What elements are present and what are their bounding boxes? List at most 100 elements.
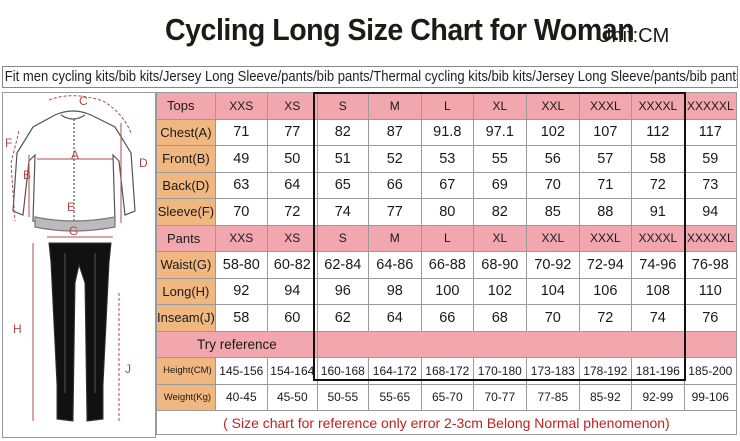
tops-cell: 66 [367,171,422,199]
try_reference-cell: 181-196 [630,357,685,385]
svg-text:J: J [125,362,131,376]
tops-cell: 91 [630,198,685,226]
tops-cell: 67 [420,171,474,199]
tops-row: Front(B) 49 50 51 52 53 55 56 57 58 59 [156,145,737,173]
size-header-xs: XS [266,224,318,252]
title-row: Cycling Long Size Chart for Woman Unit:C… [0,0,740,58]
size-header-xxl: XXL [525,224,580,252]
try_reference-cell: 92-99 [630,383,685,411]
size-header-xxxxl: XXXXL [630,92,685,120]
pants-row-label: Long(H) [156,277,216,305]
tops-header-label: Tops [156,92,216,120]
tops-cell: 107 [578,118,632,146]
tops-row-label: Back(D) [156,171,216,199]
try_reference-cell: 154-164 [266,357,318,385]
try_reference-cell: 160-168 [316,357,369,385]
try_reference-cell: 178-192 [578,357,632,385]
try_reference-cell: 45-50 [266,383,318,411]
pants-cell: 76-98 [683,251,737,279]
pants-cell: 72-94 [578,251,632,279]
fit-description: Fit men cycling kits/bib kits/Jersey Lon… [2,66,738,88]
pants-cell: 102 [472,277,527,305]
tops-cell: 55 [472,145,527,173]
jersey-measure-letters: A B C D E F [5,94,148,214]
size-header-xs: XS [266,92,318,120]
tops-cell: 87 [367,118,422,146]
tops-cell: 82 [316,118,369,146]
try_reference-cell: 50-55 [316,383,369,411]
try-reference-header-row: Try reference [156,330,737,358]
size-header-s: S [316,224,369,252]
tops-cell: 63 [214,171,268,199]
tops-cell: 56 [525,145,580,173]
pants-cell: 66 [420,304,474,332]
tops-cell: 53 [420,145,474,173]
pants-cell: 62-84 [316,251,369,279]
try_reference-cell: 170-180 [472,357,527,385]
tops-cell: 82 [472,198,527,226]
tops-cell: 102 [525,118,580,146]
tops-cell: 65 [316,171,369,199]
tops-cell: 50 [266,145,318,173]
size-header-xxl: XXL [525,92,580,120]
size-header-m: M [367,224,422,252]
pants-row-label: Inseam(J) [156,304,216,332]
fit-description-text: Fit men cycling kits/bib kits/Jersey Lon… [4,69,738,85]
size-chart-table: Tops XXS XS S M L XL XXL XXXL XXXXL XXXXXL Chest(A)… [156,92,737,435]
pants-row: Inseam(J) 58 60 62 64 66 68 70 72 74 76 [156,304,737,332]
pants-cell: 106 [578,277,632,305]
try_reference-cell: 77-85 [525,383,580,411]
svg-text:F: F [5,136,12,150]
try_reference-cell: 168-172 [420,357,474,385]
pants-cell: 66-88 [420,251,474,279]
try_reference-cell: 85-92 [578,383,632,411]
pants-cell: 100 [420,277,474,305]
pants-cell: 68 [472,304,527,332]
jersey-measure-lines [10,95,132,223]
tops-cell: 112 [630,118,685,146]
pants-cell: 60 [266,304,318,332]
tops-cell: 59 [683,145,737,173]
pants-cell: 58-80 [214,251,268,279]
try-reference-bar [316,330,737,358]
try_reference-cell: 70-77 [472,383,527,411]
try_reference-row: Weight(Kg) 40-45 45-50 50-55 55-65 65-70 70-77… [156,383,737,411]
tops-cell: 70 [525,171,580,199]
page-title: Cycling Long Size Chart for Woman [165,12,635,47]
disclaimer-note: ( Size chart for reference only error 2-… [156,410,737,435]
pants-header-row: Pants XXS XS S M L XL XXL XXXL XXXXL XXXXXL [156,224,737,252]
pants-cell: 62 [316,304,369,332]
try_reference-cell: 145-156 [214,357,268,385]
try_reference-row: Height(CM) 145-156 154-164 160-168 164-172 16… [156,357,737,385]
tops-cell: 71 [214,118,268,146]
try_reference-cell: 55-65 [367,383,422,411]
pants-cell: 68-90 [472,251,527,279]
size-chart-body: Tops XXS XS S M L XL XXL XXXL XXXXL XXXXXL Chest(A)… [156,92,737,435]
tops-cell: 72 [630,171,685,199]
tops-row: Back(D) 63 64 65 66 67 69 70 71 72 73 [156,171,737,199]
jersey-drawing [12,110,136,232]
tops-cell: 70 [214,198,268,226]
pants-cell: 104 [525,277,580,305]
pants-cell: 108 [630,277,685,305]
garment-illustration: A B C D E F G H J [5,94,148,422]
pants-cell: 58 [214,304,268,332]
try_reference-cell: 40-45 [214,383,268,411]
pants-measure-lines [32,236,120,421]
size-header-l: L [420,92,474,120]
tops-cell: 94 [683,198,737,226]
try_reference-cell: 65-70 [420,383,474,411]
svg-text:A: A [71,148,79,162]
size-header-xxs: XXS [214,92,268,120]
pants-row: Long(H) 92 94 96 98 100 102 104 106 108 110 [156,277,737,305]
pants-cell: 72 [578,304,632,332]
tops-cell: 51 [316,145,369,173]
pants-cell: 94 [266,277,318,305]
tops-row-label: Front(B) [156,145,216,173]
tops-cell: 58 [630,145,685,173]
size-header-m: M [367,92,422,120]
tops-row-label: Chest(A) [156,118,216,146]
svg-text:H: H [13,322,22,336]
tops-cell: 88 [578,198,632,226]
try_reference-cell: 164-172 [367,357,422,385]
